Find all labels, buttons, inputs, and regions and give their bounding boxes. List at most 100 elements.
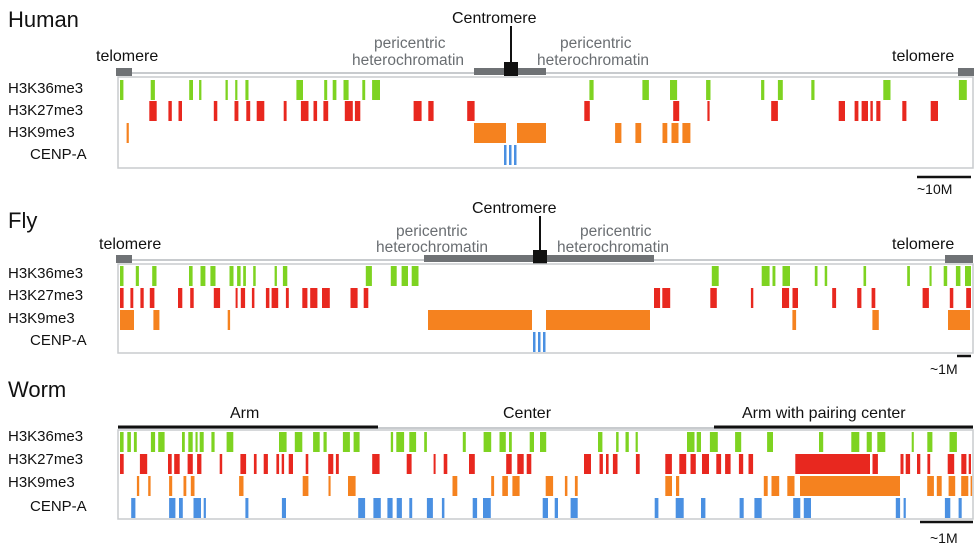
mark-fly-h3k36me3 [229, 266, 234, 286]
mark-human-h3k36me3 [225, 80, 228, 100]
mark-worm-h3k27me3 [725, 454, 731, 474]
mark-worm-cenpa [754, 498, 762, 518]
mark-worm-h3k27me3 [584, 454, 591, 474]
mark-human-h3k27me3 [323, 101, 329, 121]
mark-worm-h3k36me3 [353, 432, 360, 452]
mark-fly-h3k36me3 [200, 266, 206, 286]
mark-fly-h3k27me3 [140, 288, 144, 308]
mark-worm-h3k36me3 [635, 432, 638, 452]
mark-worm-h3k9me3 [183, 476, 187, 496]
mark-worm-h3k27me3 [506, 454, 512, 474]
mark-worm-h3k36me3 [866, 432, 872, 452]
mark-worm-h3k27me3 [281, 454, 285, 474]
mark-worm-h3k27me3 [263, 454, 268, 474]
mark-worm-h3k36me3 [696, 432, 701, 452]
mark-worm-cenpa [554, 498, 558, 518]
mark-worm-cenpa [203, 498, 206, 518]
mark-worm-h3k36me3 [279, 432, 287, 452]
mark-human-h3k27me3 [467, 101, 475, 121]
mark-worm-cenpa [281, 498, 286, 518]
mark-fly-h3k27me3 [310, 288, 318, 308]
mark-worm-h3k36me3 [133, 432, 137, 452]
mark-fly-h3k9me3 [792, 310, 797, 330]
mark-human-h3k27me3 [428, 101, 434, 121]
mark-worm-cenpa [426, 498, 433, 518]
mark-worm-h3k36me3 [294, 432, 303, 452]
mark-human-h3k9me3 [635, 123, 642, 143]
mark-worm-h3k27me3 [665, 454, 672, 474]
mark-worm-cenpa [944, 498, 951, 518]
mark-worm-cenpa [409, 498, 413, 518]
mark-worm-h3k36me3 [509, 432, 512, 452]
mark-fly-h3k27me3 [654, 288, 661, 308]
pericentric-right-line2-fly: heterochromatin [557, 239, 669, 256]
mark-worm-h3k9me3 [676, 476, 680, 496]
mark-worm-h3k36me3 [540, 432, 547, 452]
mark-human-h3k36me3 [706, 80, 711, 100]
track-label-h3k27me3-fly: H3K27me3 [8, 287, 83, 304]
mark-human-h3k36me3 [120, 80, 124, 100]
mark-human-h3k9me3 [126, 123, 129, 143]
organism-title-worm: Worm [8, 377, 66, 402]
mark-fly-h3k36me3 [943, 266, 948, 286]
mark-worm-h3k27me3 [120, 454, 124, 474]
telomere-label-left-human: telomere [96, 48, 158, 65]
telomere-bar-right-human [958, 68, 974, 76]
mark-fly-h3k36me3 [929, 266, 932, 286]
mark-worm-h3k9me3 [190, 476, 195, 496]
centromere-marker-fly [533, 250, 547, 264]
mark-worm-h3k36me3 [927, 432, 933, 452]
scale-label-human: ~10M [917, 181, 952, 197]
mark-worm-h3k36me3 [949, 432, 957, 452]
mark-worm-cenpa [542, 498, 548, 518]
mark-worm-h3k9me3 [961, 476, 969, 496]
mark-human-h3k36me3 [670, 80, 678, 100]
mark-human-h3k36me3 [199, 80, 202, 100]
mark-fly-h3k27me3 [792, 288, 798, 308]
centromere-marker-human [504, 62, 518, 76]
mark-worm-cenpa [570, 498, 578, 518]
mark-human-h3k36me3 [343, 80, 349, 100]
mark-worm-h3k9me3 [936, 476, 942, 496]
telomere-bar-left-fly [116, 255, 132, 263]
mark-worm-h3k27me3 [872, 454, 878, 474]
mark-human-h3k36me3 [332, 80, 337, 100]
mark-worm-h3k27me3 [905, 454, 911, 474]
mark-fly-h3k9me3-pericentric [428, 310, 532, 330]
mark-fly-h3k27me3 [271, 288, 279, 308]
mark-human-h3k36me3 [324, 80, 328, 100]
mark-fly-h3k36me3 [253, 266, 256, 286]
mark-worm-h3k36me3 [195, 432, 198, 452]
panel-human: Human telomere telomere Centromere peric… [8, 7, 974, 197]
mark-fly-h3k27me3 [949, 288, 954, 308]
mark-worm-h3k27me3 [795, 454, 803, 474]
mark-worm-h3k27me3 [276, 454, 280, 474]
mark-fly-h3k27me3 [871, 288, 876, 308]
mark-worm-h3k27me3 [679, 454, 687, 474]
mark-worm-h3k27me3 [443, 454, 448, 474]
mark-worm-h3k36me3 [709, 432, 718, 452]
panel-worm: Worm Arm Center Arm with pairing center … [8, 377, 974, 546]
mark-human-h3k27me3 [283, 101, 287, 121]
mark-worm-h3k27me3 [253, 454, 257, 474]
mark-worm-h3k36me3 [323, 432, 327, 452]
mark-human-h3k36me3 [589, 80, 594, 100]
mark-human-h3k36me3 [362, 80, 366, 100]
telomere-bar-right-fly [945, 255, 973, 263]
mark-worm-h3k9me3 [169, 476, 173, 496]
mark-fly-h3k27me3 [265, 288, 270, 308]
mark-human-h3k27me3 [673, 101, 680, 121]
centromere-label-human: Centromere [452, 10, 537, 27]
mark-worm-h3k27me3 [469, 454, 475, 474]
mark-human-h3k27me3 [178, 101, 182, 121]
mark-worm-cenpa [131, 498, 136, 518]
mark-fly-h3k9me3 [227, 310, 231, 330]
track-label-cenpa-human: CENP-A [30, 146, 87, 163]
mark-fly-h3k27me3 [302, 288, 308, 308]
mark-worm-h3k9me3 [787, 476, 795, 496]
mark-fly-h3k27me3 [178, 288, 183, 308]
mark-human-h3k27me3 [354, 101, 361, 121]
mark-worm-cenpa [895, 498, 901, 518]
track-frame-human [117, 76, 974, 169]
